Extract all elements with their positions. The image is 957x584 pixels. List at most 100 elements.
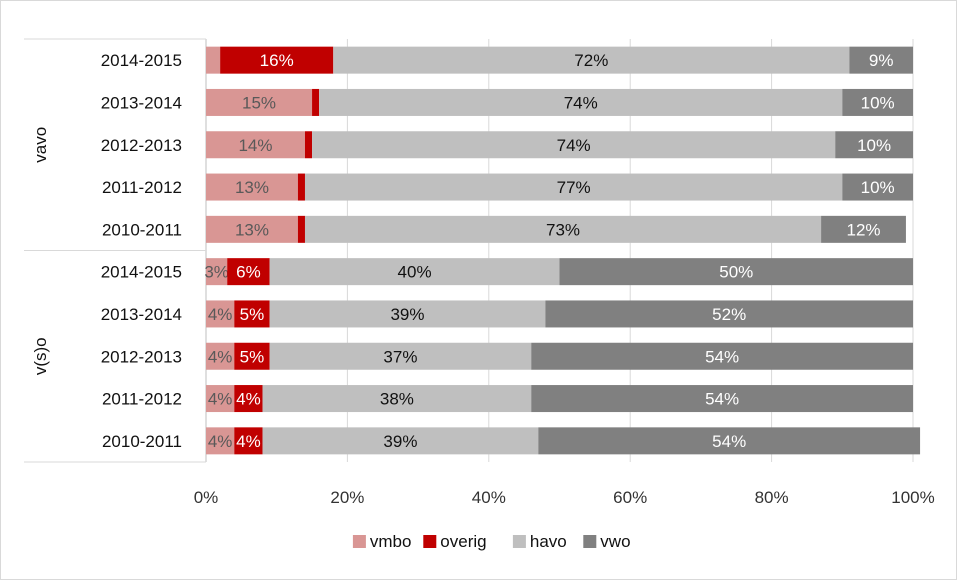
bar-segment-overig	[312, 88, 320, 116]
legend-label[interactable]: vwo	[600, 532, 630, 551]
data-label: 73%	[546, 220, 580, 239]
data-label: 4%	[236, 390, 261, 409]
data-label: 10%	[861, 178, 895, 197]
bar-segment-overig	[234, 427, 263, 455]
data-label: 39%	[390, 305, 424, 324]
data-label: 13%	[235, 220, 269, 239]
category-label: 2010-2011	[102, 220, 182, 239]
data-label: 12%	[846, 220, 880, 239]
bar-segment-vwo	[538, 427, 921, 455]
data-label: 9%	[869, 51, 894, 70]
data-label: 74%	[557, 136, 591, 155]
x-tick-label: 0%	[194, 488, 219, 507]
bar-segment-havo	[262, 427, 539, 455]
category-label: 2012-2013	[101, 347, 182, 366]
bar-segment-overig	[234, 342, 270, 370]
x-tick-label: 100%	[891, 488, 934, 507]
bar-segment-vwo	[559, 258, 913, 286]
bar-segment-vmbo	[206, 427, 235, 455]
data-label: 54%	[712, 432, 746, 451]
category-label: 2011-2012	[102, 390, 182, 409]
data-label: 3%	[204, 263, 229, 282]
category-labels: 2014-2015 2013-2014 2012-2013 2011-2012 2010…	[101, 51, 182, 451]
x-tick-label: 80%	[755, 488, 789, 507]
group-labels: vavo v(s)o	[31, 127, 50, 375]
bar-segment-havo	[269, 300, 546, 328]
legend-label[interactable]: vmbo	[370, 532, 412, 551]
bar-segment-vwo	[842, 173, 913, 201]
legend-swatch-vwo[interactable]	[583, 535, 597, 548]
bar-segment-overig	[297, 173, 305, 201]
category-label: 2013-2014	[101, 305, 182, 324]
bar-segment-havo	[312, 131, 836, 159]
legend-label[interactable]: overig	[440, 532, 486, 551]
data-label: 5%	[240, 347, 265, 366]
bar-segment-vwo	[835, 131, 913, 159]
data-label: 5%	[240, 305, 265, 324]
data-label: 6%	[236, 263, 261, 282]
data-label: 37%	[383, 347, 417, 366]
bar-segment-havo	[269, 342, 532, 370]
bar-segment-vwo	[821, 215, 906, 243]
bar-segment-havo	[319, 88, 843, 116]
bar-segment-havo	[269, 258, 560, 286]
group-label: v(s)o	[31, 337, 50, 375]
legend-swatch-overig[interactable]	[423, 535, 437, 548]
data-label: 4%	[208, 305, 233, 324]
x-axis-tick-labels: 0% 20% 40% 60% 80% 100%	[194, 488, 935, 507]
bar-segment-vmbo	[206, 131, 305, 159]
x-tick-label: 40%	[472, 488, 506, 507]
bar-segment-overig	[297, 215, 305, 243]
bar-segment-overig	[304, 131, 313, 159]
data-label: 74%	[564, 93, 598, 112]
category-label: 2013-2014	[101, 93, 182, 112]
data-label: 39%	[383, 432, 417, 451]
category-label: 2014-2015	[101, 51, 182, 70]
data-label: 50%	[719, 263, 753, 282]
bar-segment-vmbo	[206, 88, 313, 116]
bar-segment-overig	[234, 385, 263, 413]
bar-segment-vmbo	[206, 173, 298, 201]
bar-segment-vwo	[545, 300, 913, 328]
legend-label[interactable]: havo	[530, 532, 567, 551]
category-label: 2010-2011	[102, 432, 182, 451]
data-label: 54%	[705, 347, 739, 366]
bar-segment-vwo	[531, 342, 913, 370]
bar-segment-overig	[227, 258, 270, 286]
x-tick-label: 20%	[330, 488, 364, 507]
bar-segment-vmbo	[206, 300, 235, 328]
data-label: 15%	[242, 93, 276, 112]
data-label: 14%	[238, 136, 272, 155]
legend-swatch-havo[interactable]	[512, 535, 526, 548]
data-label: 40%	[398, 263, 432, 282]
bar-segment-vmbo	[206, 342, 235, 370]
legend[interactable]: vmbo overig havo vwo	[352, 532, 631, 551]
bar-segment-vwo	[842, 88, 913, 116]
bar-segment-vwo	[849, 46, 913, 74]
x-tick-label: 60%	[613, 488, 647, 507]
bar-segment-vmbo	[206, 215, 298, 243]
data-label: 38%	[380, 390, 414, 409]
data-label: 13%	[235, 178, 269, 197]
data-label: 4%	[208, 347, 233, 366]
legend-swatch-vmbo[interactable]	[352, 535, 366, 548]
category-label: 2014-2015	[101, 263, 182, 282]
bar-segment-vmbo	[206, 385, 235, 413]
bar-segment-havo	[333, 46, 850, 74]
data-label: 52%	[712, 305, 746, 324]
bar-segment-vwo	[531, 385, 913, 413]
bar-segment-havo	[304, 173, 843, 201]
bar-segment-overig	[234, 300, 270, 328]
data-label: 4%	[208, 432, 233, 451]
data-label: 54%	[705, 390, 739, 409]
data-label: 16%	[260, 51, 294, 70]
data-label: 77%	[557, 178, 591, 197]
group-label: vavo	[31, 127, 50, 163]
bar-segment-havo	[262, 385, 532, 413]
category-label: 2011-2012	[102, 178, 182, 197]
bar-segment-havo	[304, 215, 822, 243]
data-label: 72%	[574, 51, 608, 70]
data-label: 4%	[208, 390, 233, 409]
bar-segment-overig	[220, 46, 334, 74]
